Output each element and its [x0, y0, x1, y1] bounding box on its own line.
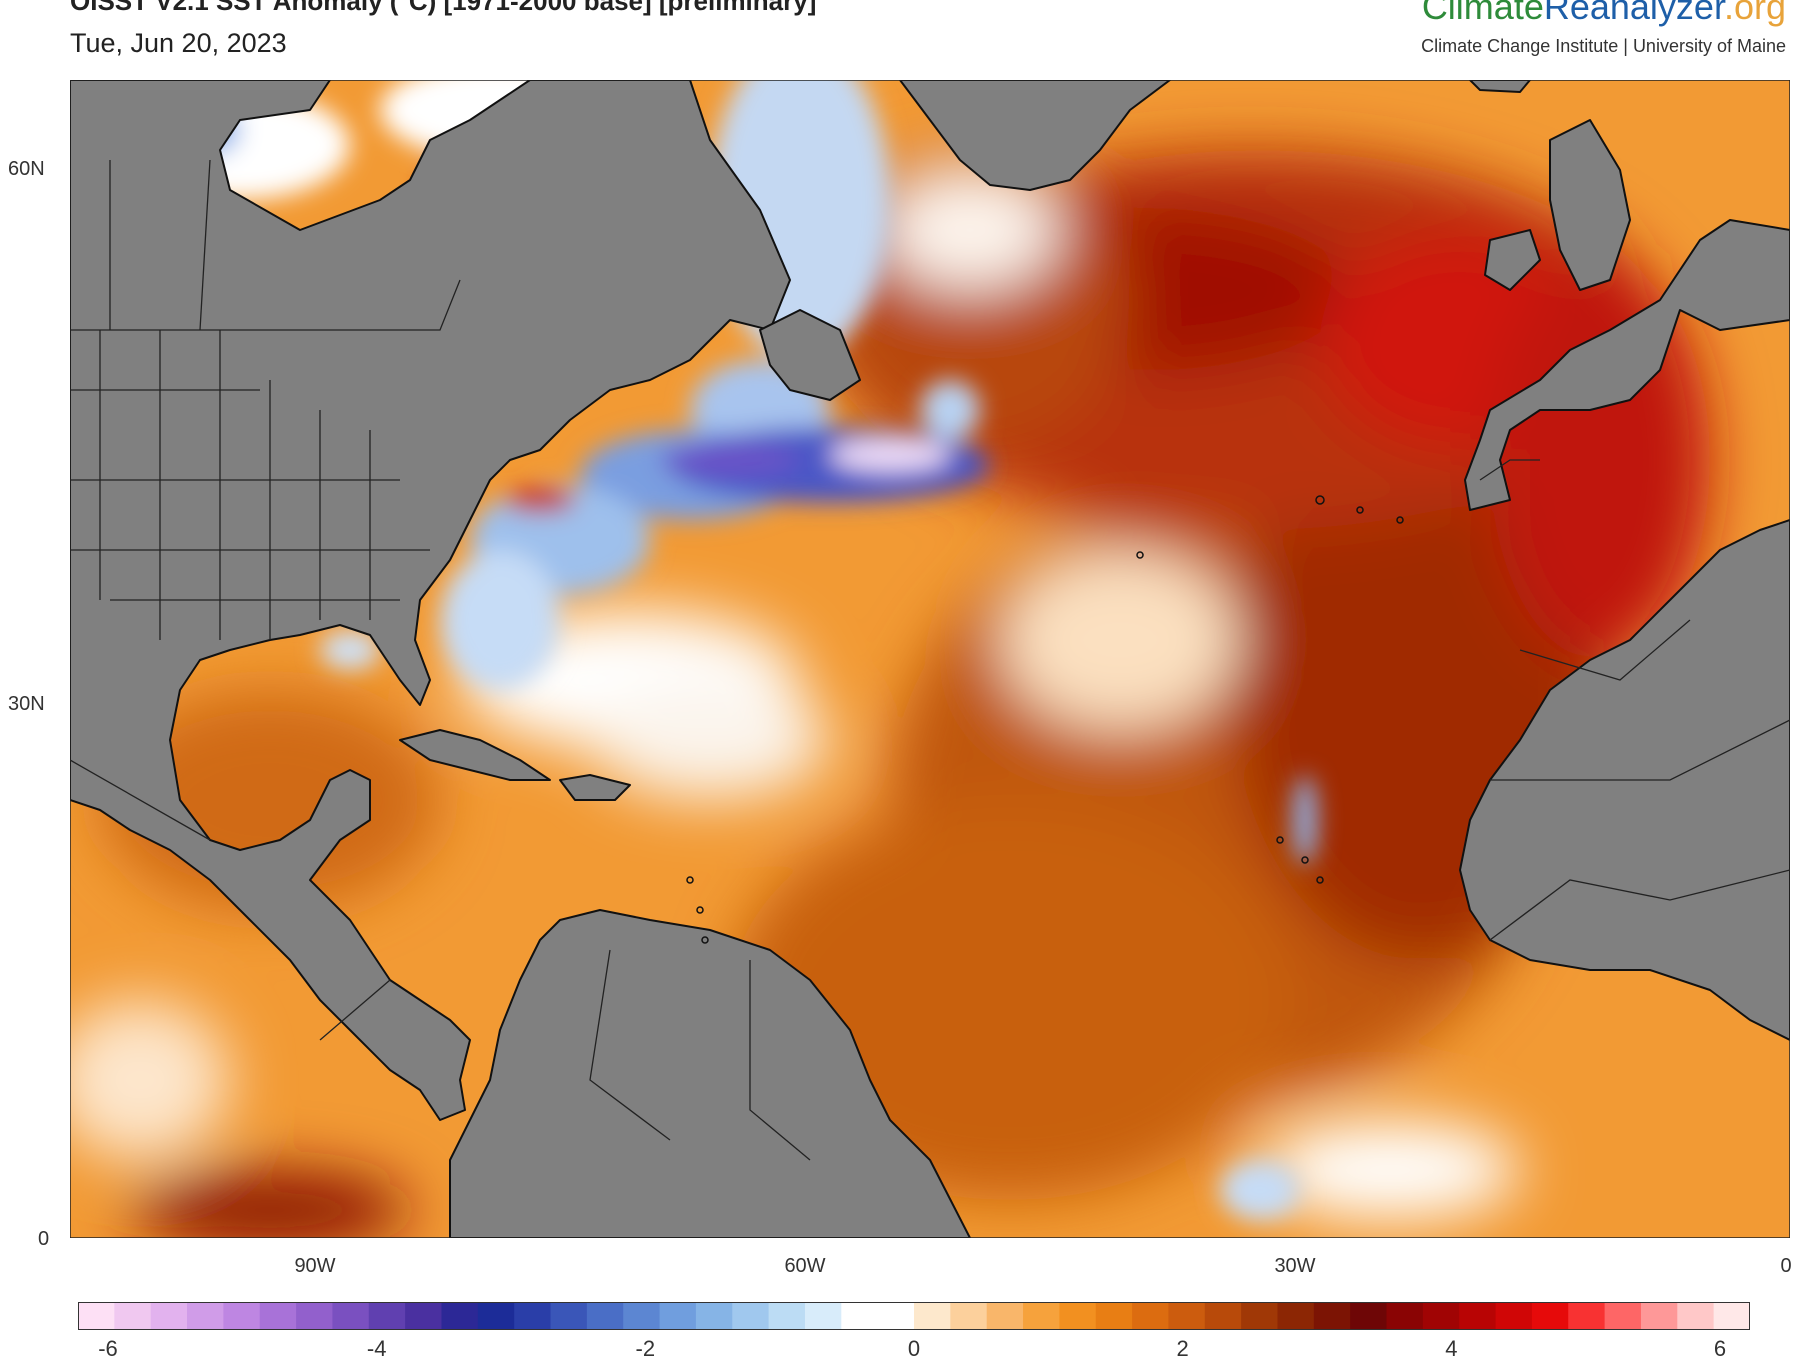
lon-label-90w: 90W	[294, 1255, 336, 1277]
institution-label: Climate Change Institute | University of…	[1421, 36, 1786, 56]
colorbar-swatch	[732, 1302, 770, 1330]
colorbar-label: -4	[366, 1336, 387, 1361]
colorbar-swatch	[768, 1302, 806, 1330]
colorbar-swatch	[986, 1302, 1024, 1330]
colorbar-swatch	[1132, 1302, 1170, 1330]
colorbar-swatch	[1277, 1302, 1315, 1330]
colorbar-swatch	[659, 1302, 697, 1330]
colorbar-swatch	[623, 1302, 661, 1330]
colorbar-swatch	[441, 1302, 479, 1330]
colorbar-swatch	[1059, 1302, 1097, 1330]
colorbar-label: 6	[1713, 1336, 1727, 1361]
colorbar-swatch	[550, 1302, 588, 1330]
lon-label-60w: 60W	[784, 1255, 826, 1277]
colorbar-swatch	[914, 1302, 951, 1330]
colorbar-label: 0	[907, 1336, 921, 1361]
colorbar-swatch	[332, 1302, 370, 1330]
colorbar-swatch	[187, 1302, 224, 1330]
colorbar-swatch	[114, 1302, 152, 1330]
climate-reanalyzer-logo[interactable]: ClimateReanalyzer.org	[1421, 0, 1786, 27]
colorbar-label: -6	[98, 1336, 118, 1361]
colorbar-swatch	[1713, 1302, 1750, 1330]
lat-label-0: 0	[38, 1228, 50, 1250]
colorbar-swatch	[1568, 1302, 1606, 1330]
colorbar-label: -2	[635, 1336, 656, 1361]
colorbar-swatch	[1241, 1302, 1279, 1330]
colorbar-swatch	[1495, 1302, 1533, 1330]
colorbar-swatch	[1677, 1302, 1715, 1330]
colorbar-swatch	[1640, 1302, 1678, 1330]
map-date: Tue, Jun 20, 2023	[70, 28, 287, 58]
colorbar-swatch	[1386, 1302, 1424, 1330]
colorbar-swatch	[78, 1302, 115, 1330]
colorbar-swatch	[586, 1302, 624, 1330]
lat-label-60n: 60N	[8, 158, 45, 180]
colorbar-swatch	[695, 1302, 733, 1330]
colorbar-swatch	[1095, 1302, 1133, 1330]
lon-label-0: 0	[1780, 1255, 1792, 1277]
colorbar	[78, 1302, 1750, 1330]
sst-anomaly-map	[70, 80, 1790, 1238]
colorbar-swatch	[1350, 1302, 1388, 1330]
colorbar-swatch	[1168, 1302, 1206, 1330]
colorbar-swatch	[368, 1302, 406, 1330]
colorbar-swatch	[877, 1302, 915, 1330]
colorbar-swatch	[1422, 1302, 1460, 1330]
colorbar-swatch	[223, 1302, 261, 1330]
colorbar-swatch	[950, 1302, 988, 1330]
colorbar-swatch	[1023, 1302, 1060, 1330]
colorbar-swatch	[477, 1302, 515, 1330]
colorbar-swatch	[1313, 1302, 1351, 1330]
colorbar-swatch	[1204, 1302, 1242, 1330]
colorbar-label: 2	[1176, 1336, 1189, 1361]
colorbar-swatch	[1459, 1302, 1497, 1330]
colorbar-swatch	[259, 1302, 297, 1330]
map-title: OISST V2.1 SST Anomaly (°C) [1971-2000 b…	[70, 0, 817, 16]
colorbar-swatch	[296, 1302, 334, 1330]
colorbar-swatch	[804, 1302, 842, 1330]
colorbar-swatch	[1531, 1302, 1569, 1330]
colorbar-swatch	[1604, 1302, 1642, 1330]
colorbar-swatch	[841, 1302, 879, 1330]
colorbar-label: 4	[1445, 1336, 1458, 1361]
lon-label-30w: 30W	[1274, 1255, 1316, 1277]
colorbar-swatch	[514, 1302, 552, 1330]
colorbar-swatch	[150, 1302, 188, 1330]
colorbar-swatch	[405, 1302, 443, 1330]
lat-label-30n: 30N	[8, 693, 45, 715]
political-borders	[70, 159, 1790, 1161]
islands	[686, 495, 1404, 944]
